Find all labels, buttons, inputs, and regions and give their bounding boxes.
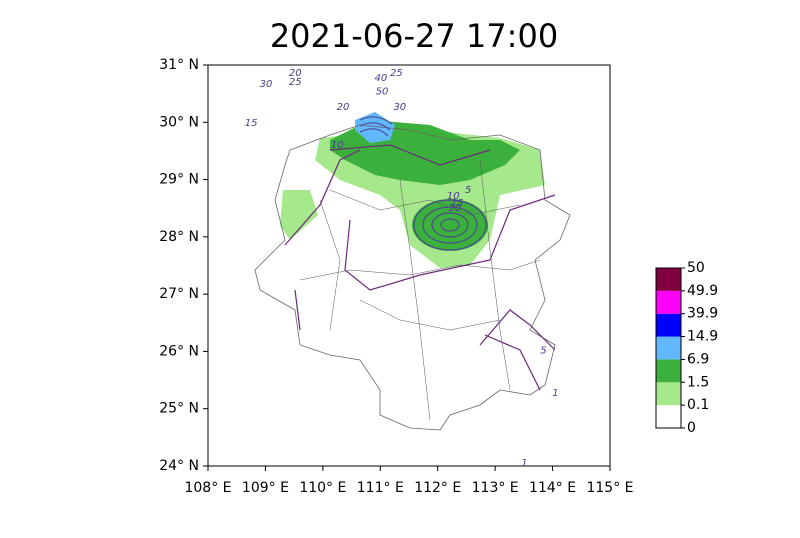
contour-lines [284,144,556,391]
county-lines [299,159,541,421]
colorbar-label: 14.9 [687,329,718,345]
colorbar-label: 50 [687,260,705,276]
y-tick-label: 24° N [159,458,199,474]
contour-label: 1 [521,458,527,469]
colorbar-segment [656,290,681,314]
contour-label: 1 [552,388,558,399]
contour-label: 50 [376,86,389,97]
contour-label: 5 [540,345,546,356]
colorbar-segment [656,382,681,406]
y-tick-label: 27° N [159,286,199,302]
contour-label: 20 [289,68,302,79]
y-tick-label: 31° N [159,57,199,73]
contour-label: 30 [260,79,273,90]
colorbar-label: 0 [687,420,696,436]
x-tick-label: 111° E [357,480,404,496]
contour-label: 15 [245,118,258,129]
colorbar-segment [656,359,681,383]
x-tick-label: 108° E [184,480,231,496]
contour-label: 5 [465,185,471,196]
x-tick-label: 114° E [529,480,576,496]
colorbar: 0 0.1 1.5 6.9 14.9 39.9 49.9 50 [655,260,718,436]
colorbar-label: 6.9 [687,351,709,367]
contour-label: 25 [390,68,403,79]
colorbar-segment [656,268,681,291]
colorbar-label: 49.9 [687,283,718,299]
colorbar-label: 39.9 [687,306,718,322]
colorbar-segment [656,405,681,428]
axes: 108° E 109° E 110° E 111° E 112° E 113° E 114°… [159,57,633,496]
x-tick-label: 110° E [299,480,346,496]
x-tick-label: 115° E [586,480,633,496]
contour-label: 30 [393,102,406,113]
contour-label: 25 [289,77,302,88]
y-tick-label: 26° N [159,343,199,359]
contour-label: 20 [449,203,462,214]
contour-rings [359,116,487,251]
colorbar-label: 1.5 [687,374,709,390]
x-tick-label: 113° E [472,480,519,496]
contour-label: 15 [451,198,464,209]
y-tick-label: 28° N [159,229,199,245]
y-tick-label: 29° N [159,172,199,188]
province-outline [254,124,571,431]
contour-label: 40 [374,73,387,84]
colorbar-segment [656,313,681,337]
title: 2021-06-27 17:00 [270,17,558,55]
x-tick-label: 109° E [242,480,289,496]
rain-light [280,190,318,240]
y-tick-label: 25° N [159,401,199,417]
map-layers [254,112,571,431]
colorbar-label: 0.1 [687,397,709,413]
x-tick-label: 112° E [414,480,461,496]
contour-label: 10 [331,140,344,151]
contour-label: 10 [447,191,460,202]
plot-frame [207,64,611,467]
contour-label: 20 [337,102,350,113]
colorbar-frame [655,267,682,429]
y-tick-label: 30° N [159,114,199,130]
colorbar-segment [656,336,681,360]
